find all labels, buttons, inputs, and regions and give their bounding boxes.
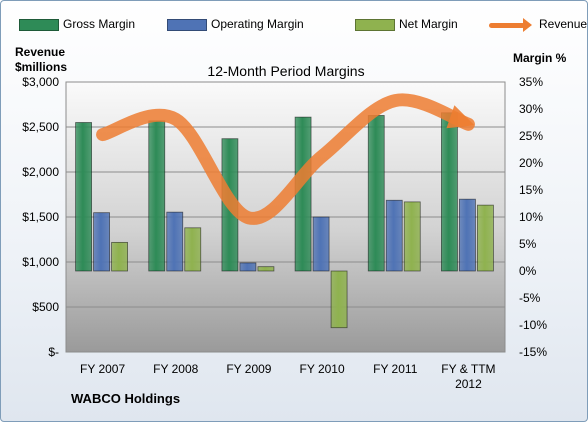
category-label: FY 2011: [373, 362, 418, 376]
right-tick-label: 30%: [519, 102, 543, 116]
right-axis-title: Margin %: [513, 51, 567, 65]
gross-margin-bar: [441, 112, 458, 272]
right-tick-label: 0%: [519, 264, 537, 278]
right-tick-label: 35%: [519, 75, 543, 89]
company-name: WABCO Holdings: [71, 391, 181, 406]
net-margin-bar: [184, 227, 202, 272]
gross-margin-bar: [148, 120, 166, 272]
operating-margin-bar: [312, 216, 330, 272]
category-label: FY 2007: [80, 362, 125, 376]
operating-margin-bar: [166, 211, 184, 272]
legend-label: Net Margin: [399, 17, 458, 31]
legend-arrow-icon: [523, 18, 532, 32]
category-label: 2012: [455, 377, 482, 391]
gross-margin-bar: [294, 116, 312, 272]
net-margin-bar: [403, 201, 421, 272]
left-tick-label: $2,000: [22, 165, 59, 179]
right-tick-label: -10%: [519, 318, 547, 332]
left-tick-label: $2,500: [22, 120, 59, 134]
right-tick-label: 20%: [519, 156, 543, 170]
gross-margin-bar: [367, 115, 385, 272]
net-margin-bar: [477, 204, 494, 272]
net-margin-bar: [257, 266, 275, 272]
left-tick-label: $3,000: [22, 75, 59, 89]
left-tick-label: $-: [48, 345, 59, 359]
category-label: FY 2009: [226, 362, 271, 376]
left-axis-title-line-1: Revenue: [15, 45, 66, 59]
legend-swatch: [167, 19, 207, 31]
category-label: FY 2008: [153, 362, 198, 376]
legend-label: Gross Margin: [63, 17, 136, 31]
net-margin-bar: [111, 241, 128, 272]
operating-margin-bar: [93, 212, 110, 272]
left-tick-label: $1,000: [22, 255, 59, 269]
operating-margin-bar: [385, 199, 403, 272]
right-tick-label: 25%: [519, 129, 543, 143]
left-axis-title: Revenue $millions: [15, 45, 67, 75]
right-tick-label: -5%: [519, 291, 541, 305]
right-tick-label: 15%: [519, 183, 543, 197]
legend-line-swatch: [489, 23, 525, 28]
operating-margin-bar: [459, 198, 476, 272]
left-tick-label: $500: [32, 300, 59, 314]
net-margin-bar: [330, 270, 348, 329]
right-tick-label: -15%: [519, 345, 547, 359]
legend-swatch: [19, 19, 59, 31]
operating-margin-bar: [239, 262, 257, 272]
left-tick-label: $1,500: [22, 210, 59, 224]
chart-title: 12-Month Period Margins: [207, 63, 365, 79]
legend-swatch: [355, 19, 395, 31]
right-tick-label: 5%: [519, 237, 537, 251]
legend-label: Revenues: [539, 17, 588, 31]
gross-margin-bar: [75, 122, 92, 272]
revenues-arrowhead: [446, 105, 475, 129]
revenues-line: [96, 93, 475, 225]
left-axis-title-line-2: $millions: [15, 60, 68, 74]
category-label: FY & TTM: [441, 362, 495, 376]
legend-label: Operating Margin: [211, 17, 304, 31]
category-label: FY 2010: [300, 362, 345, 376]
right-tick-label: 10%: [519, 210, 543, 224]
